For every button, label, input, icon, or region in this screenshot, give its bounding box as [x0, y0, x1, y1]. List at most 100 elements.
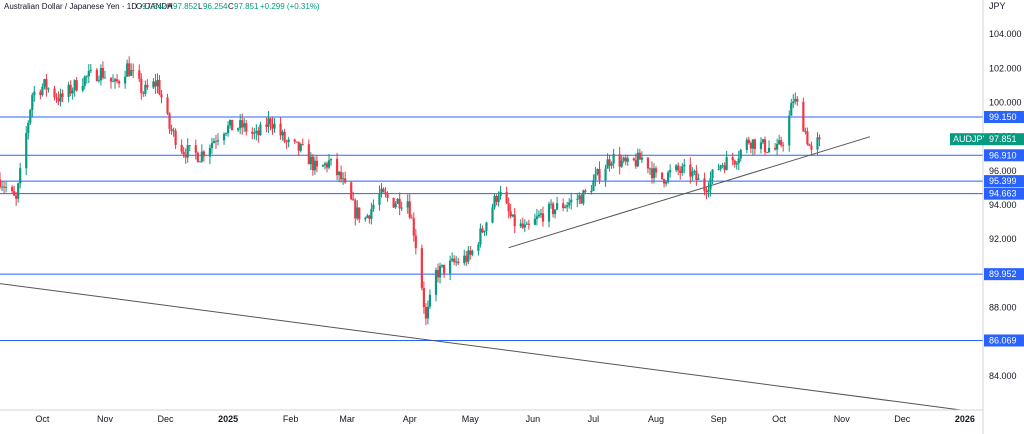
trendline-1[interactable] [0, 283, 961, 411]
candle-115 [323, 161, 327, 170]
candle-131 [368, 214, 371, 224]
candle-5 [13, 185, 16, 197]
candle-201 [566, 201, 569, 212]
candle-84 [237, 127, 240, 133]
chart-legend: Australian Dollar / Japanese Yen · 1D · … [4, 2, 320, 11]
x-tick-label: Jun [526, 414, 541, 424]
candle-180 [507, 197, 510, 219]
candle-22 [59, 88, 62, 107]
candle-64 [180, 139, 183, 154]
trendline-0[interactable] [508, 136, 871, 249]
candle-61 [170, 124, 173, 135]
candle-114 [321, 164, 325, 167]
candle-178 [499, 185, 502, 200]
level-badge-2: 95.399 [984, 175, 1024, 188]
candle-143 [400, 201, 403, 211]
candle-163 [457, 257, 460, 266]
candle-133 [372, 199, 375, 212]
candle-148 [414, 229, 417, 255]
candle-278 [782, 142, 785, 152]
x-tick-label: Apr [403, 414, 417, 424]
candle-86 [241, 113, 244, 135]
candle-108 [301, 138, 304, 146]
candle-267 [751, 139, 754, 156]
low-value: 96.254 [203, 2, 228, 11]
level-badge-4: 89.952 [984, 268, 1024, 281]
candle-185 [521, 217, 524, 230]
candle-21 [57, 91, 60, 105]
candle-111 [311, 154, 314, 176]
candle-228 [640, 151, 643, 163]
candle-209 [590, 185, 593, 195]
candle-87 [243, 118, 246, 132]
candle-14 [39, 89, 42, 100]
candle-12 [31, 92, 34, 118]
candle-271 [763, 136, 767, 155]
candle-247 [695, 164, 698, 186]
level-badge-5: 86.069 [984, 334, 1024, 347]
candle-203 [570, 192, 573, 210]
candle-52 [144, 80, 147, 97]
candle-124 [350, 181, 353, 201]
candle-225 [634, 153, 637, 169]
candle-240 [677, 162, 680, 176]
candle-109 [307, 139, 310, 165]
candle-42 [115, 74, 119, 84]
candle-77 [214, 134, 218, 149]
candle-110 [309, 152, 312, 170]
candle-78 [216, 133, 220, 146]
candle-238 [669, 164, 672, 178]
last-price-label: 97.851 [989, 134, 1017, 144]
candle-150 [422, 281, 425, 314]
candle-156 [438, 262, 442, 284]
candle-105 [295, 141, 298, 143]
candle-274 [773, 143, 777, 151]
candle-216 [608, 154, 611, 172]
candle-152 [426, 300, 430, 325]
candle-243 [683, 158, 686, 174]
candle-103 [287, 136, 290, 148]
candle-199 [562, 198, 565, 212]
candle-33 [89, 63, 92, 74]
candle-170 [479, 223, 482, 248]
candle-7 [17, 182, 20, 203]
candle-10 [27, 120, 30, 140]
candle-221 [622, 156, 625, 164]
candle-128 [358, 207, 361, 223]
y-tick-label: 96.000 [989, 166, 1017, 176]
candle-186 [523, 219, 526, 233]
candle-44 [124, 70, 127, 89]
candle-255 [719, 164, 722, 172]
candle-58 [160, 90, 163, 104]
candle-290 [818, 134, 821, 147]
candle-204 [576, 192, 579, 208]
candle-62 [172, 127, 175, 137]
x-tick-label: 2026 [955, 414, 975, 424]
candle-63 [174, 128, 177, 150]
candle-121 [340, 165, 343, 183]
candle-94 [265, 117, 268, 133]
time-axis[interactable]: Oct Nov Dec 2025 Feb Mar Apr May Jun Jul Aug Sep Oct… [35, 414, 974, 424]
candle-25 [69, 80, 72, 97]
candle-72 [200, 144, 203, 163]
candle-104 [293, 138, 296, 144]
candle-210 [592, 174, 595, 191]
candle-188 [527, 219, 530, 230]
candle-192 [539, 208, 543, 219]
candle-205 [578, 192, 581, 205]
candle-234 [660, 172, 664, 180]
candle-222 [624, 154, 627, 166]
candle-269 [759, 137, 763, 154]
candle-211 [594, 167, 597, 187]
candle-231 [650, 161, 654, 184]
price-axis[interactable]: 84.00086.00088.00090.00092.00094.00096.0… [989, 29, 1022, 381]
close-value: 97.851 [234, 2, 259, 11]
candle-137 [384, 187, 387, 198]
candle-171 [481, 225, 484, 234]
candle-281 [792, 94, 795, 109]
candle-277 [780, 136, 783, 148]
candle-13 [33, 86, 36, 102]
price-badges: 99.150 96.910 95.399 94.663 89.952 86.069 AUDJ… [950, 111, 1024, 347]
candle-172 [483, 230, 486, 236]
